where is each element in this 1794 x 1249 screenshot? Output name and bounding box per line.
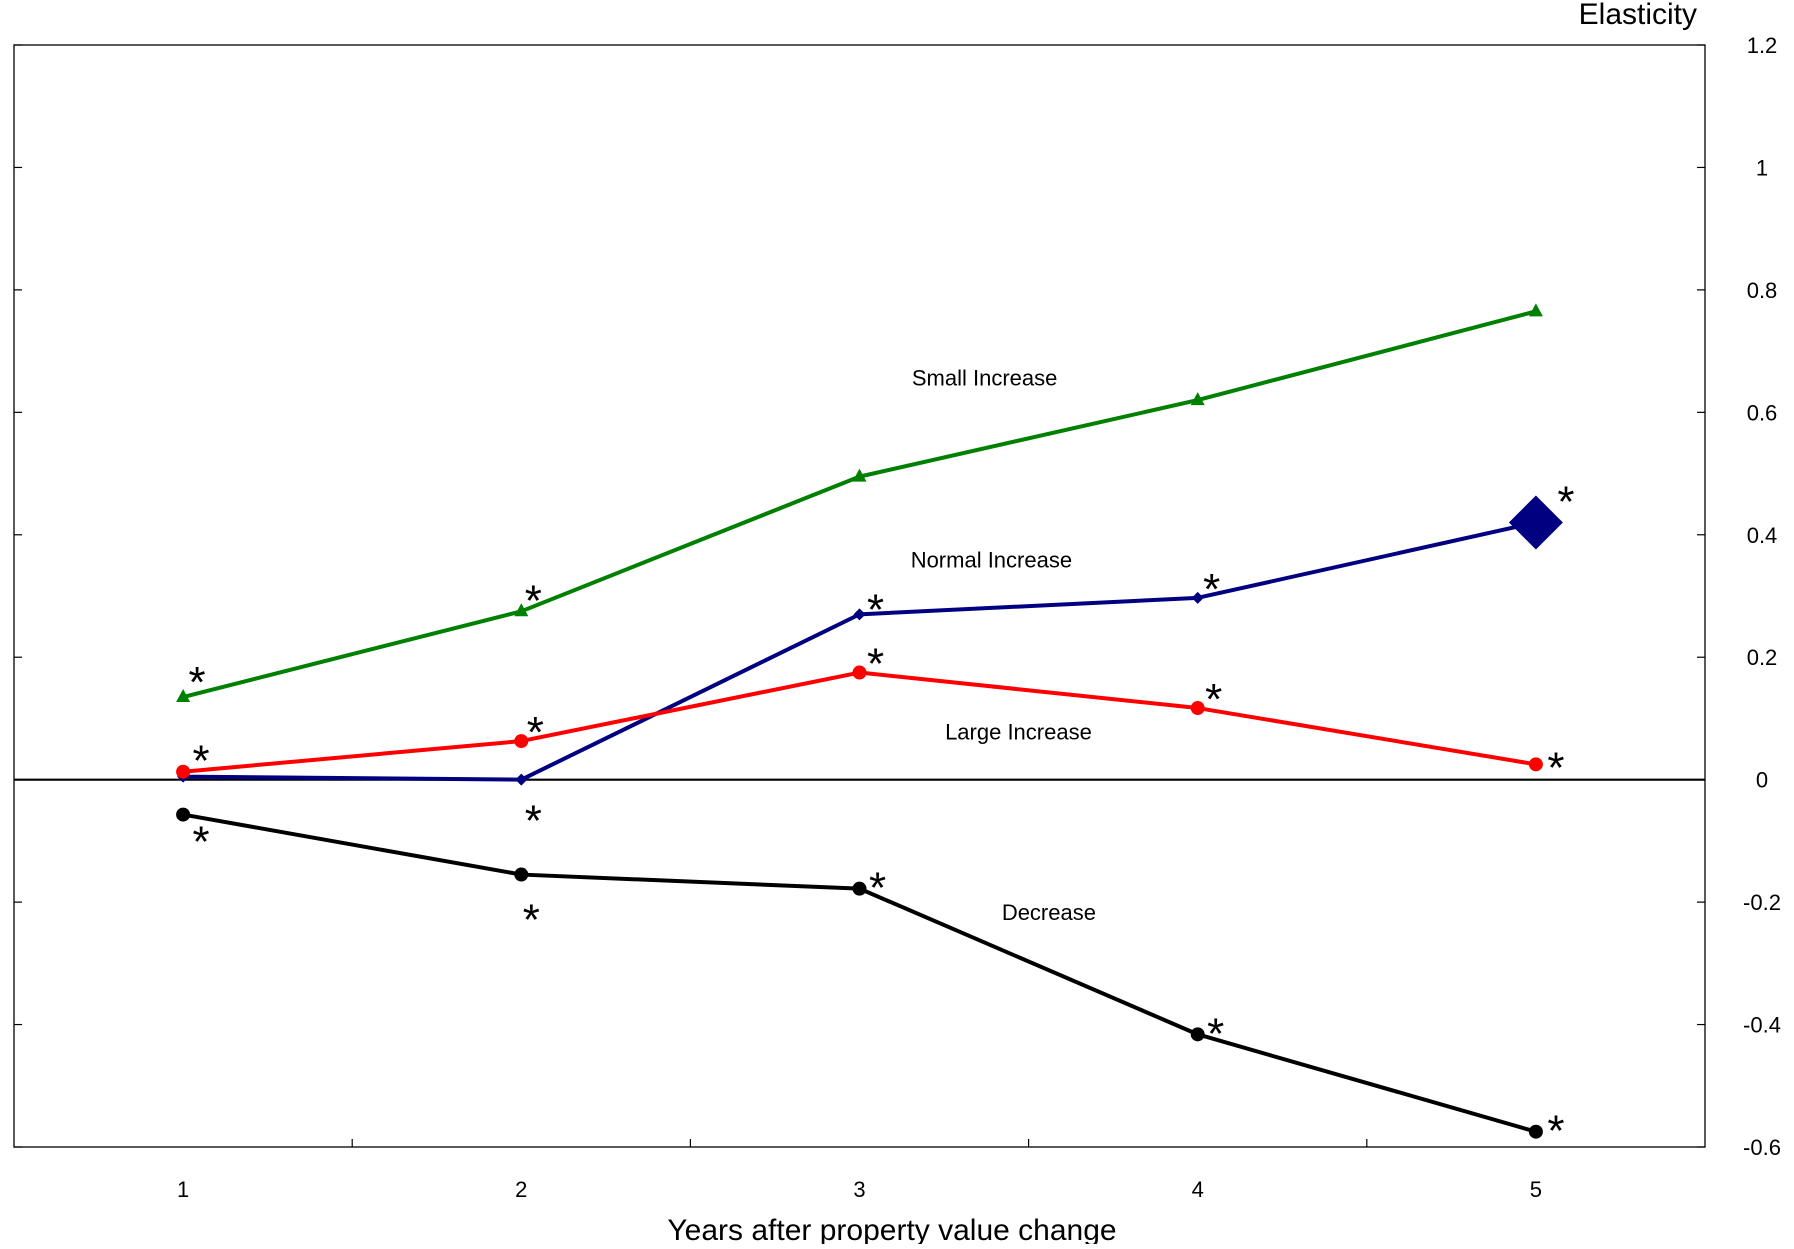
data-point-diamond	[1191, 591, 1204, 604]
x-tick-label: 4	[1192, 1177, 1204, 1202]
significance-marker: *	[527, 708, 544, 757]
y-axis-title: Elasticity	[1579, 0, 1697, 31]
series-group: **Small Increase** **Normal Increase*****…	[176, 303, 1574, 1156]
data-point-circle	[1190, 1027, 1205, 1042]
significance-marker: *	[193, 818, 210, 867]
significance-marker: *	[1547, 743, 1564, 792]
x-tick-label: 1	[177, 1177, 189, 1202]
data-point-circle	[176, 764, 191, 779]
axes-group: 1.2 1 0.8 0.6 0.4 0.2 0 -0.2 -0.4 -0.6 1 2 3 4 5	[14, 33, 1781, 1202]
x-tick-label: 2	[515, 1177, 527, 1202]
significance-marker: *	[867, 640, 884, 689]
y-tick-label: 0.8	[1747, 278, 1778, 303]
significance-marker: *	[525, 797, 542, 846]
significance-marker: *	[867, 585, 884, 634]
series-label: Decrease	[1002, 900, 1096, 925]
series-line	[183, 520, 1537, 782]
data-point-diamond	[515, 773, 528, 786]
data-point-triangle	[1190, 392, 1205, 406]
significance-marker: *	[523, 896, 540, 945]
y-tick-label: 0.4	[1747, 523, 1778, 548]
data-point-circle	[514, 734, 529, 749]
y-tick-label: 0.2	[1747, 645, 1778, 670]
series-line	[182, 309, 1537, 699]
significance-marker: *	[1207, 1009, 1224, 1058]
y-tick-label: 0	[1756, 768, 1768, 793]
y-tick-label: -0.4	[1743, 1013, 1781, 1038]
data-point-circle	[1528, 1124, 1543, 1139]
plot-frame	[13, 44, 1706, 1148]
significance-marker: *	[1203, 565, 1220, 614]
significance-marker: *	[525, 576, 542, 625]
y-tick-label: -0.2	[1743, 890, 1781, 915]
data-point-circle	[852, 665, 867, 680]
significance-marker: *	[1557, 478, 1574, 527]
data-point-circle	[514, 867, 529, 882]
y-tick-label: 0.6	[1747, 400, 1778, 425]
significance-marker: *	[869, 864, 886, 913]
data-point-triangle	[852, 468, 867, 482]
series-line	[182, 670, 1537, 774]
data-point-circle	[852, 881, 867, 896]
y-tick-label: 1	[1756, 155, 1768, 180]
data-point-triangle	[514, 603, 529, 617]
data-point-circle	[1528, 757, 1543, 772]
series-normal-increase: * * * * Normal Increase	[177, 478, 1574, 846]
significance-marker: *	[1205, 675, 1222, 724]
data-point-circle	[1190, 701, 1205, 716]
series-label: Large Increase	[945, 720, 1092, 745]
series-label: Normal Increase	[911, 547, 1072, 572]
series-small-increase: * * Small Increase	[176, 303, 1543, 707]
significance-marker: *	[193, 737, 210, 786]
significance-marker: *	[189, 658, 206, 707]
series-decrease: * * * * * Decrease	[176, 807, 1564, 1156]
data-point-diamond	[853, 608, 866, 621]
series-large-increase: * * * * * Large Increase	[176, 640, 1564, 792]
x-axis-title: Years after property value change	[667, 1214, 1116, 1244]
series-line	[182, 812, 1537, 1134]
data-point-triangle	[176, 689, 191, 703]
data-point-diamond	[1508, 495, 1563, 550]
x-tick-label: 3	[853, 1177, 865, 1202]
data-point-circle	[176, 807, 191, 822]
significance-marker: *	[1547, 1107, 1564, 1156]
y-tick-label: 1.2	[1747, 33, 1778, 58]
series-label: Small Increase	[912, 366, 1058, 391]
data-point-triangle	[1528, 303, 1543, 317]
x-tick-label: 5	[1530, 1177, 1542, 1202]
y-tick-label: -0.6	[1743, 1135, 1781, 1160]
